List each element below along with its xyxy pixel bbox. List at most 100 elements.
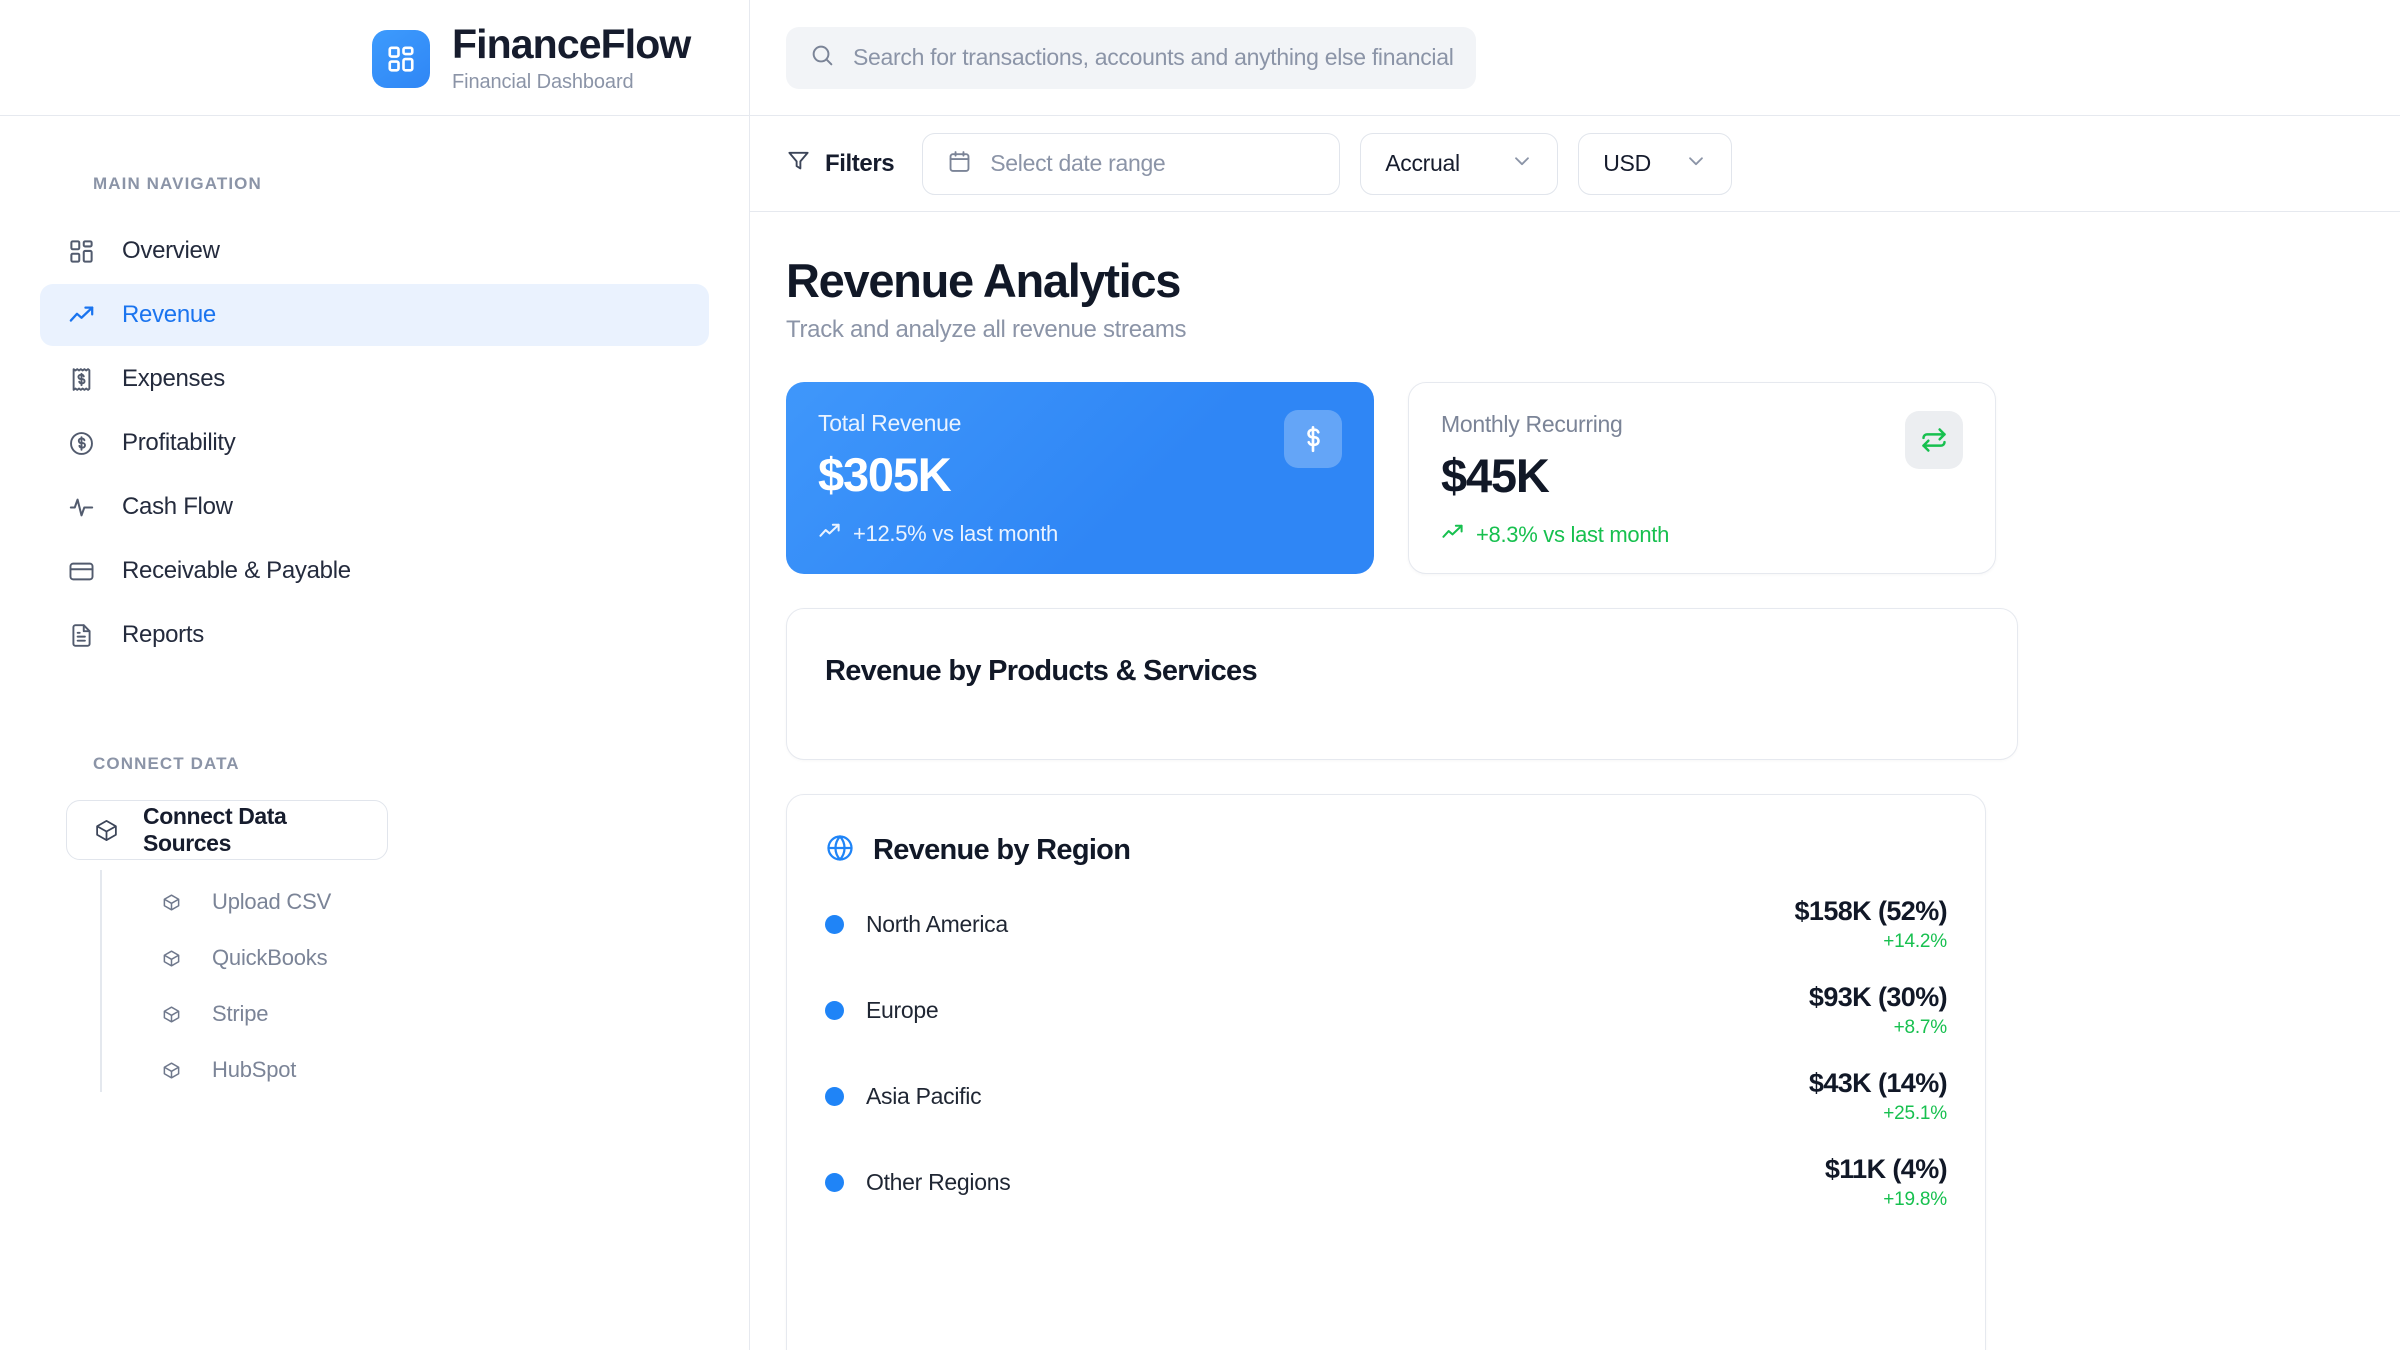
connect-sources-list: Upload CSV QuickBooks bbox=[100, 860, 709, 1098]
sidebar-item-receivable-payable[interactable]: Receivable & Payable bbox=[40, 540, 709, 602]
main-navigation: MAIN NAVIGATION Overview Revenue bbox=[0, 116, 749, 1098]
sidebar-item-profitability[interactable]: Profitability bbox=[40, 412, 709, 474]
page-content: Revenue Analytics Track and analyze all … bbox=[750, 212, 2400, 1350]
chevron-down-icon bbox=[1685, 150, 1707, 177]
top-bar: Search for transactions, accounts and an… bbox=[750, 0, 2400, 116]
dollar-circle-icon bbox=[66, 428, 96, 458]
connect-source-stripe[interactable]: Stripe bbox=[100, 986, 709, 1042]
currency-select[interactable]: USD bbox=[1578, 132, 1733, 195]
calendar-icon bbox=[947, 149, 972, 179]
sidebar-item-label: Overview bbox=[122, 237, 220, 264]
kpi-delta: +8.3% vs last month bbox=[1441, 521, 1963, 550]
connect-source-label: Stripe bbox=[212, 1001, 269, 1026]
date-range-placeholder: Select date range bbox=[990, 150, 1166, 176]
sidebar-item-cash-flow[interactable]: Cash Flow bbox=[40, 476, 709, 538]
region-growth: +19.8% bbox=[1883, 1189, 1947, 1211]
filters-label: Filters bbox=[825, 149, 895, 177]
sidebar-item-reports[interactable]: Reports bbox=[40, 604, 709, 666]
connect-data-sources-button[interactable]: Connect Data Sources bbox=[66, 800, 388, 860]
sidebar-item-label: Revenue bbox=[122, 301, 216, 328]
activity-pulse-icon bbox=[66, 492, 96, 522]
brand-header: FinanceFlow Financial Dashboard bbox=[0, 0, 749, 116]
revenue-by-region-title: Revenue by Region bbox=[873, 833, 1131, 866]
filter-bar: Filters Select date range Accrual bbox=[750, 116, 2400, 212]
brand-subtitle: Financial Dashboard bbox=[452, 70, 634, 93]
sidebar-item-label: Expenses bbox=[122, 365, 225, 392]
kpi-label: Monthly Recurring bbox=[1441, 410, 1623, 437]
region-amount: $11K (4%) bbox=[1824, 1154, 1948, 1185]
accounting-method-select[interactable]: Accrual bbox=[1360, 132, 1559, 195]
date-range-picker[interactable]: Select date range bbox=[922, 132, 1341, 195]
kpi-value: $305K bbox=[818, 447, 952, 501]
dollar-sign-icon bbox=[1284, 409, 1342, 468]
region-color-dot bbox=[825, 1173, 844, 1193]
region-amount: $43K (14%) bbox=[1808, 1068, 1948, 1099]
repeat-arrows-icon bbox=[1905, 410, 1963, 469]
sidebar: FinanceFlow Financial Dashboard MAIN NAV… bbox=[0, 0, 750, 1350]
cube-icon bbox=[156, 887, 186, 917]
sidebar-item-revenue[interactable]: Revenue bbox=[40, 284, 709, 346]
connect-source-label: HubSpot bbox=[212, 1057, 297, 1082]
revenue-by-products-title: Revenue by Products & Services bbox=[825, 654, 1258, 687]
sidebar-item-label: Profitability bbox=[122, 429, 236, 456]
region-color-dot bbox=[825, 1001, 844, 1021]
globe-icon bbox=[825, 833, 855, 868]
region-color-dot bbox=[825, 915, 844, 935]
region-row[interactable]: North America $158K (52%) +14.2% bbox=[825, 882, 1948, 968]
revenue-by-region-panel: Revenue by Region North America $158K (5… bbox=[786, 793, 1986, 1350]
connect-data-sources-label: Connect Data Sources bbox=[143, 803, 287, 856]
kpi-cards: Total Revenue $305K +12.5% vs last month bbox=[786, 381, 2364, 574]
sidebar-item-overview[interactable]: Overview bbox=[40, 220, 709, 282]
cube-icon bbox=[156, 999, 186, 1029]
kpi-card-monthly-recurring[interactable]: Monthly Recurring $45K +8.3% vs last mon… bbox=[1408, 381, 1996, 574]
accounting-method-value: Accrual bbox=[1385, 150, 1460, 176]
search-placeholder: Search for transactions, accounts and an… bbox=[853, 44, 1454, 70]
search-icon bbox=[810, 43, 835, 73]
page-subtitle: Track and analyze all revenue streams bbox=[786, 315, 1187, 343]
region-amount: $158K (52%) bbox=[1794, 896, 1948, 927]
kpi-card-total-revenue[interactable]: Total Revenue $305K +12.5% vs last month bbox=[786, 381, 1374, 574]
trending-up-icon bbox=[1441, 521, 1464, 550]
credit-card-icon bbox=[66, 556, 96, 586]
region-name: Europe bbox=[866, 997, 939, 1024]
connect-source-hubspot[interactable]: HubSpot bbox=[100, 1042, 709, 1098]
main-content: Search for transactions, accounts and an… bbox=[750, 0, 2400, 1350]
region-amount: $93K (30%) bbox=[1808, 982, 1948, 1013]
cube-icon bbox=[156, 943, 186, 973]
cube-icon bbox=[91, 815, 121, 845]
region-growth: +25.1% bbox=[1883, 1103, 1947, 1125]
currency-value: USD bbox=[1603, 150, 1651, 176]
main-nav-section-label: MAIN NAVIGATION bbox=[93, 174, 262, 193]
kpi-label: Total Revenue bbox=[818, 409, 962, 436]
brand-name: FinanceFlow bbox=[452, 21, 691, 68]
dashboard-grid-icon bbox=[66, 236, 96, 266]
document-text-icon bbox=[66, 620, 96, 650]
region-name: Other Regions bbox=[866, 1169, 1011, 1196]
connect-source-quickbooks[interactable]: QuickBooks bbox=[100, 930, 709, 986]
region-growth: +8.7% bbox=[1893, 1017, 1948, 1039]
chevron-down-icon bbox=[1511, 150, 1533, 177]
trending-up-icon bbox=[818, 520, 841, 549]
cube-icon bbox=[156, 1055, 186, 1085]
region-growth: +14.2% bbox=[1883, 931, 1947, 953]
trending-up-icon bbox=[66, 300, 96, 330]
sidebar-item-label: Cash Flow bbox=[122, 493, 233, 520]
sidebar-item-label: Receivable & Payable bbox=[122, 557, 351, 584]
revenue-by-products-panel: Revenue by Products & Services bbox=[786, 607, 2018, 760]
connect-source-upload-csv[interactable]: Upload CSV bbox=[100, 874, 709, 930]
revenue-by-region-header: Revenue by Region bbox=[825, 833, 1947, 868]
sidebar-item-expenses[interactable]: Expenses bbox=[40, 348, 709, 410]
search-input[interactable]: Search for transactions, accounts and an… bbox=[786, 26, 1476, 89]
connect-source-label: QuickBooks bbox=[212, 945, 328, 970]
region-row[interactable]: Asia Pacific $43K (14%) +25.1% bbox=[825, 1054, 1948, 1140]
kpi-delta: +12.5% vs last month bbox=[818, 520, 1342, 549]
filters-label-group[interactable]: Filters bbox=[786, 148, 895, 180]
kpi-delta-text: +8.3% vs last month bbox=[1476, 522, 1670, 548]
connect-source-label: Upload CSV bbox=[212, 889, 332, 914]
region-row[interactable]: Other Regions $11K (4%) +19.8% bbox=[825, 1140, 1948, 1226]
region-name: Asia Pacific bbox=[866, 1083, 982, 1110]
region-row[interactable]: Europe $93K (30%) +8.7% bbox=[825, 968, 1948, 1054]
region-name: North America bbox=[866, 911, 1008, 938]
connect-data-section-label: CONNECT DATA bbox=[93, 754, 240, 773]
